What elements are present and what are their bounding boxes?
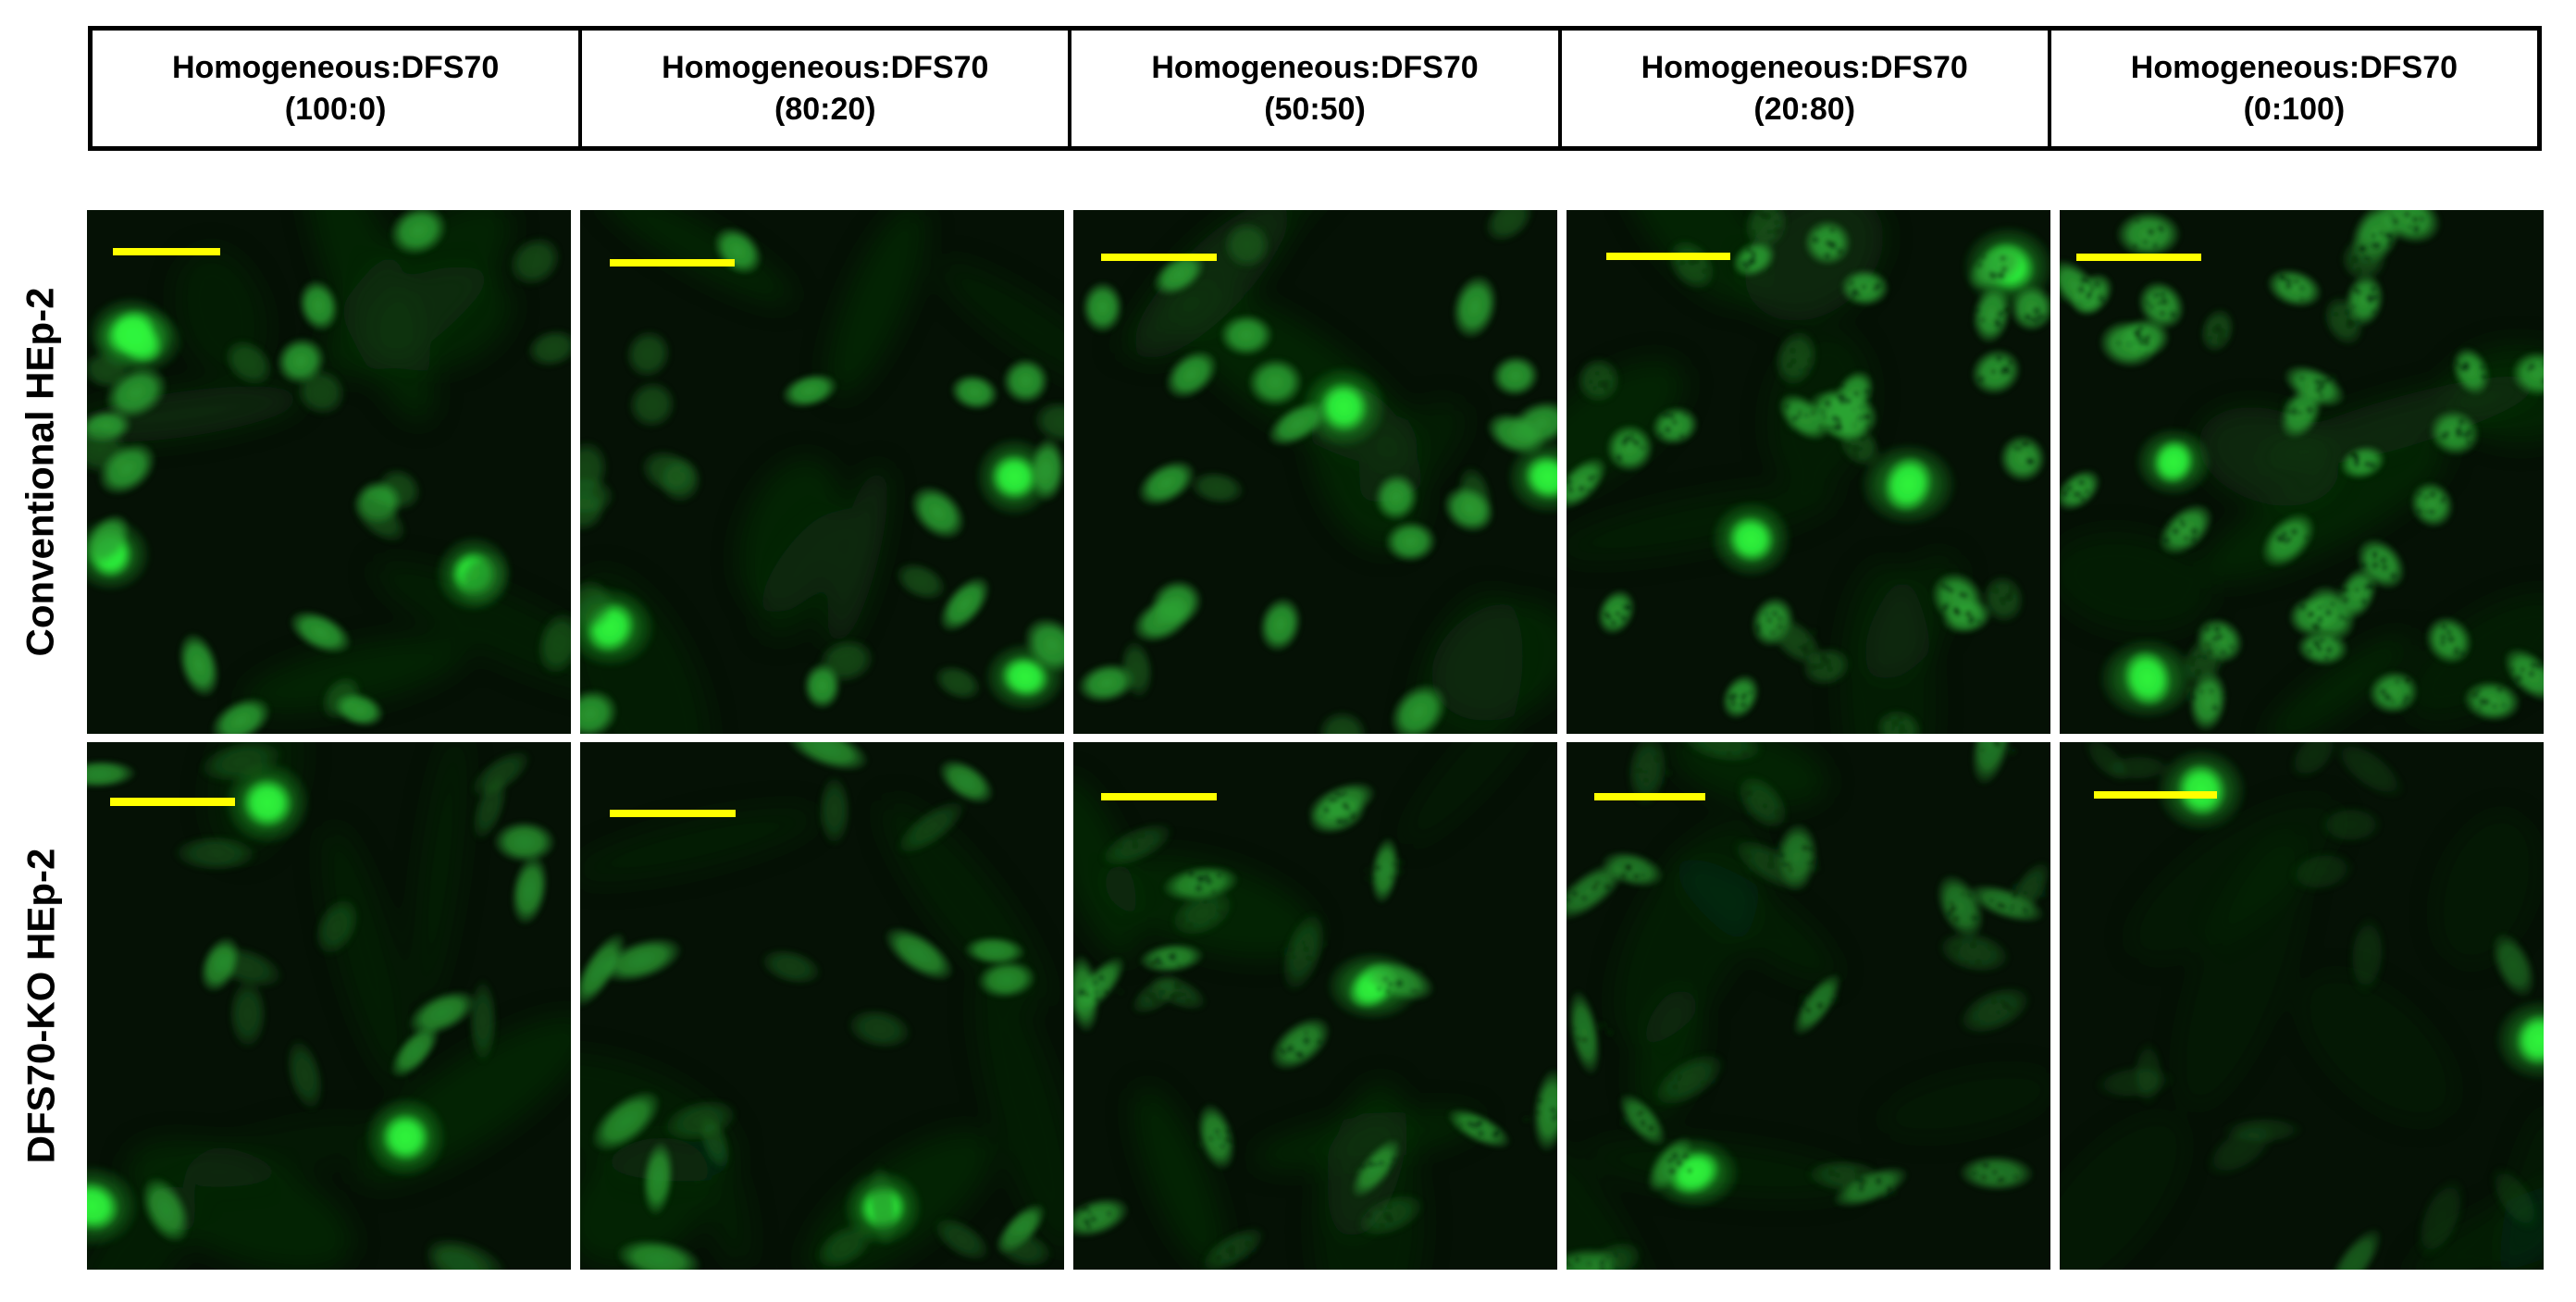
scale-bar [610, 810, 736, 817]
header-ratio: (0:100) [2243, 91, 2346, 127]
header-stain-title: Homogeneous:DFS70 [171, 49, 500, 85]
header-stain-title: Homogeneous:DFS70 [2130, 49, 2458, 85]
header-cell-20-80: Homogeneous:DFS70 (20:80) [1557, 31, 2048, 146]
header-ratio: (80:20) [774, 91, 876, 127]
column-header-table: Homogeneous:DFS70 (100:0) Homogeneous:DF… [88, 26, 2542, 151]
scale-bar [1101, 793, 1217, 800]
scale-bar [610, 259, 735, 267]
scale-bar [2094, 791, 2217, 799]
micrograph-dfs70-ko-hep2-20-80 [1567, 742, 2050, 1270]
micrograph-dfs70-ko-hep2-50-50 [1073, 742, 1557, 1270]
panel-grid [87, 210, 2544, 1270]
scale-bar [1101, 254, 1217, 261]
header-ratio: (50:50) [1264, 91, 1366, 127]
header-cell-80-20: Homogeneous:DFS70 (80:20) [578, 31, 1068, 146]
micrograph-conventional-hep2-0-100 [2060, 210, 2544, 734]
header-stain-title: Homogeneous:DFS70 [1641, 49, 1968, 85]
micrograph-dfs70-ko-hep2-100-0 [87, 742, 571, 1270]
header-ratio: (20:80) [1753, 91, 1856, 127]
row-label-text: DFS70-KO HEp-2 [19, 848, 62, 1164]
micrograph-conventional-hep2-50-50 [1073, 210, 1557, 734]
scale-bar [110, 798, 235, 806]
header-ratio: (100:0) [284, 91, 387, 127]
micrograph-conventional-hep2-100-0 [87, 210, 571, 734]
scale-bar [113, 248, 220, 255]
scale-bar [2076, 254, 2201, 261]
row-label-text: Conventional HEp-2 [19, 287, 62, 657]
header-stain-title: Homogeneous:DFS70 [662, 49, 989, 85]
header-cell-50-50: Homogeneous:DFS70 (50:50) [1068, 31, 1557, 146]
header-stain-title: Homogeneous:DFS70 [1151, 49, 1479, 85]
micrograph-dfs70-ko-hep2-80-20 [580, 742, 1064, 1270]
scale-bar [1606, 253, 1730, 260]
micrograph-dfs70-ko-hep2-0-100 [2060, 742, 2544, 1270]
scale-bar [1594, 793, 1705, 800]
micrograph-conventional-hep2-20-80 [1567, 210, 2050, 734]
header-cell-0-100: Homogeneous:DFS70 (0:100) [2047, 31, 2537, 146]
row-label-conventional-hep2: Conventional HEp-2 [2, 210, 80, 734]
row-label-dfs70-ko-hep2: DFS70-KO HEp-2 [2, 742, 80, 1270]
micrograph-conventional-hep2-80-20 [580, 210, 1064, 734]
header-cell-100-0: Homogeneous:DFS70 (100:0) [93, 31, 578, 146]
